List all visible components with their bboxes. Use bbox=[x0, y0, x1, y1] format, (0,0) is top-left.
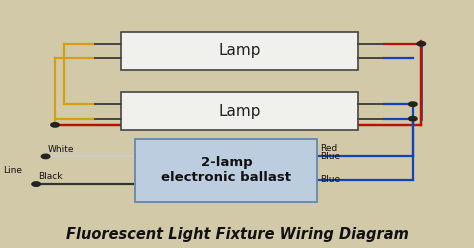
Circle shape bbox=[51, 123, 59, 127]
Bar bbox=[121, 31, 357, 70]
Bar bbox=[136, 139, 318, 202]
Circle shape bbox=[417, 41, 426, 46]
Text: Blue: Blue bbox=[319, 175, 340, 184]
Text: Black: Black bbox=[38, 172, 63, 181]
Text: Lamp: Lamp bbox=[218, 43, 261, 58]
Text: Line: Line bbox=[3, 166, 22, 175]
Circle shape bbox=[409, 102, 417, 106]
Text: Lamp: Lamp bbox=[218, 104, 261, 119]
Bar bbox=[121, 92, 357, 130]
Circle shape bbox=[41, 154, 50, 159]
Circle shape bbox=[32, 182, 40, 186]
Text: Fluorescent Light Fixture Wiring Diagram: Fluorescent Light Fixture Wiring Diagram bbox=[65, 227, 409, 243]
Text: Red: Red bbox=[319, 144, 337, 153]
Text: Blue: Blue bbox=[319, 152, 340, 161]
Text: 2-lamp
electronic ballast: 2-lamp electronic ballast bbox=[161, 156, 292, 184]
Text: White: White bbox=[48, 145, 74, 154]
Circle shape bbox=[409, 117, 417, 121]
